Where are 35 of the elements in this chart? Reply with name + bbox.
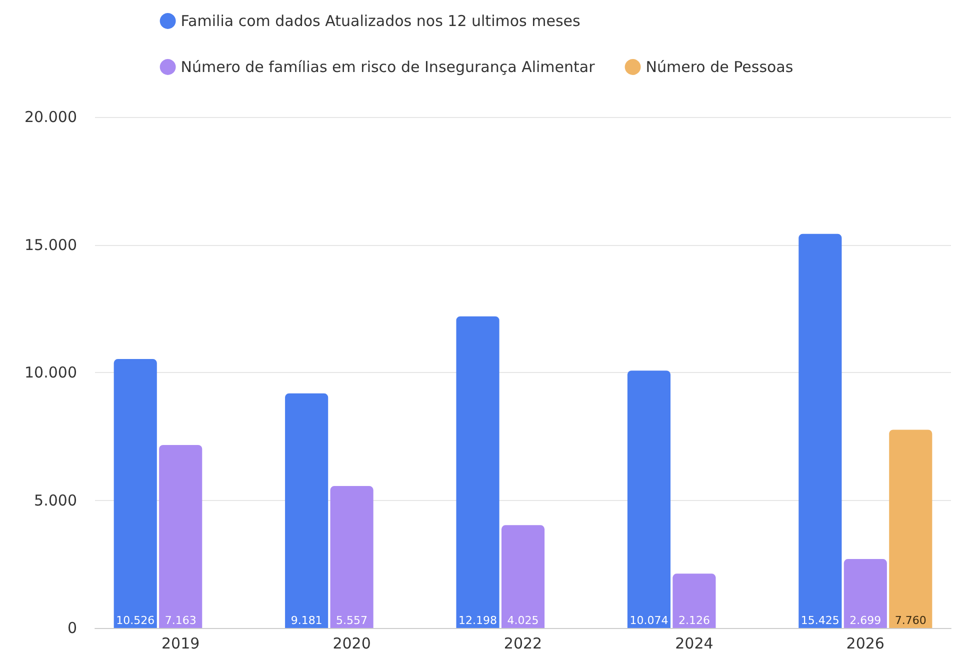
- y-tick-label: 20.000: [24, 108, 77, 126]
- data-label: 10.074: [630, 614, 668, 627]
- data-label: 10.526: [116, 614, 155, 627]
- bar: [672, 574, 716, 628]
- data-label: 2.126: [678, 614, 710, 627]
- bar: [627, 370, 671, 628]
- legend-label: Familia com dados Atualizados nos 12 ultimos meses: [180, 12, 580, 30]
- bar: [501, 525, 545, 628]
- data-label: 7.760: [894, 614, 926, 627]
- bar: [889, 430, 932, 628]
- data-label: 15.425: [800, 614, 840, 627]
- bar: [456, 316, 500, 628]
- legend-label: Número de famílias em risco de Insegurança Alimentar: [180, 58, 596, 76]
- data-label: 4.025: [507, 614, 539, 627]
- bar: [844, 559, 887, 628]
- x-tick-label: 2024: [675, 634, 714, 652]
- y-tick-label: 10.000: [24, 364, 77, 382]
- bar: [330, 486, 374, 628]
- data-label: 7.163: [164, 614, 196, 627]
- data-label: 2.699: [850, 614, 882, 627]
- bar: [114, 359, 157, 628]
- y-tick-label: 15.000: [24, 236, 77, 254]
- data-label: 12.198: [458, 614, 498, 627]
- y-tick-label: 5.000: [34, 491, 77, 510]
- legend-label: Número de Pessoas: [646, 58, 794, 76]
- y-tick-label: 0: [67, 619, 77, 637]
- x-tick-label: 2019: [162, 634, 200, 652]
- data-label: 5.557: [336, 614, 368, 627]
- x-tick-label: 2022: [504, 634, 542, 652]
- bar: [159, 444, 202, 628]
- x-tick-label: 2020: [332, 634, 371, 652]
- bar: [798, 234, 842, 628]
- x-tick-label: 2026: [846, 634, 884, 652]
- bar: [285, 393, 328, 628]
- data-label: 9.181: [290, 614, 322, 627]
